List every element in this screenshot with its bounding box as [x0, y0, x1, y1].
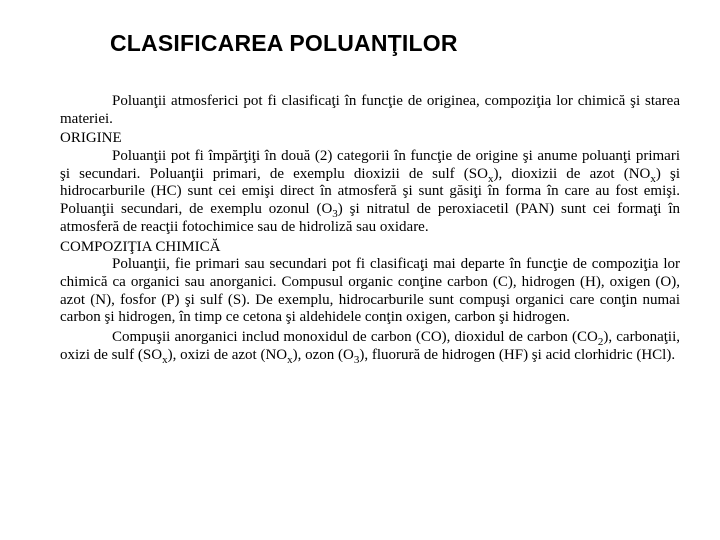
document-page: CLASIFICAREA POLUANŢILOR Poluanţii atmos…	[0, 0, 720, 540]
origin-text-b: ), dioxizii de azot (NO	[493, 166, 650, 182]
chem-text-e: ), fluorură de hidrogen (HF) şi acid clo…	[359, 347, 675, 363]
intro-paragraph: Poluanţii atmosferici pot fi clasificaţi…	[60, 93, 680, 128]
page-title: CLASIFICAREA POLUANŢILOR	[110, 30, 680, 57]
chemical-paragraph-1: Poluanţii, fie primari sau secundari pot…	[60, 256, 680, 327]
origin-paragraph: Poluanţii pot fi împărţiţi în două (2) c…	[60, 148, 680, 236]
chemical-heading: COMPOZIŢIA CHIMICĂ	[60, 239, 680, 257]
chemical-paragraph-2: Compuşii anorganici includ monoxidul de …	[60, 329, 680, 364]
chem-text-d: ), ozon (O	[293, 347, 354, 363]
chem-text-c: ), oxizi de azot (NO	[168, 347, 288, 363]
chem-text-a: Compuşii anorganici includ monoxidul de …	[112, 329, 598, 345]
origin-heading: ORIGINE	[60, 130, 680, 148]
